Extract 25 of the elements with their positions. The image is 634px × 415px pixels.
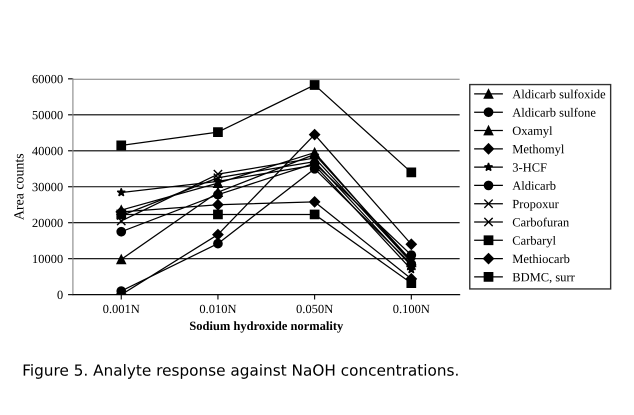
- legend-label: Carbaryl: [512, 236, 556, 248]
- x-tick-label: 0.100N: [393, 304, 430, 314]
- legend-label: Oxamyl: [512, 126, 552, 138]
- x-axis-title: Sodium hydroxide normality: [190, 321, 344, 333]
- y-tick-label: 60000: [32, 74, 63, 84]
- legend-label: Methiocarb: [512, 254, 570, 264]
- x-tick-label: 0.010N: [200, 304, 236, 314]
- y-tick-label: 20000: [32, 218, 63, 228]
- legend-label: Carbofuran: [512, 218, 569, 227]
- y-tick-label: 40000: [32, 146, 63, 156]
- legend-label: Aldicarb sulfone: [512, 108, 596, 117]
- legend-label: Methomyl: [512, 144, 564, 156]
- caption: Figure 5. Analyte response against NaOH concentrations.: [24, 364, 458, 379]
- y-tick-label: 30000: [32, 182, 63, 192]
- x-tick-label: 0.050N: [296, 304, 333, 314]
- legend-label: Propoxur: [512, 200, 559, 211]
- y-axis-title: Area counts: [14, 154, 24, 220]
- legend-label: Aldicarb: [512, 181, 556, 190]
- legend-label: Aldicarb sulfoxide: [512, 90, 606, 98]
- y-tick-label: 10000: [33, 254, 63, 264]
- legend-label: 3-HCF: [512, 163, 547, 172]
- x-tick-label: 0.001N: [103, 304, 140, 314]
- y-tick-label: 50000: [32, 110, 63, 120]
- y-tick-label: 0: [57, 290, 63, 300]
- legend-label: BDMC, surr: [512, 273, 575, 284]
